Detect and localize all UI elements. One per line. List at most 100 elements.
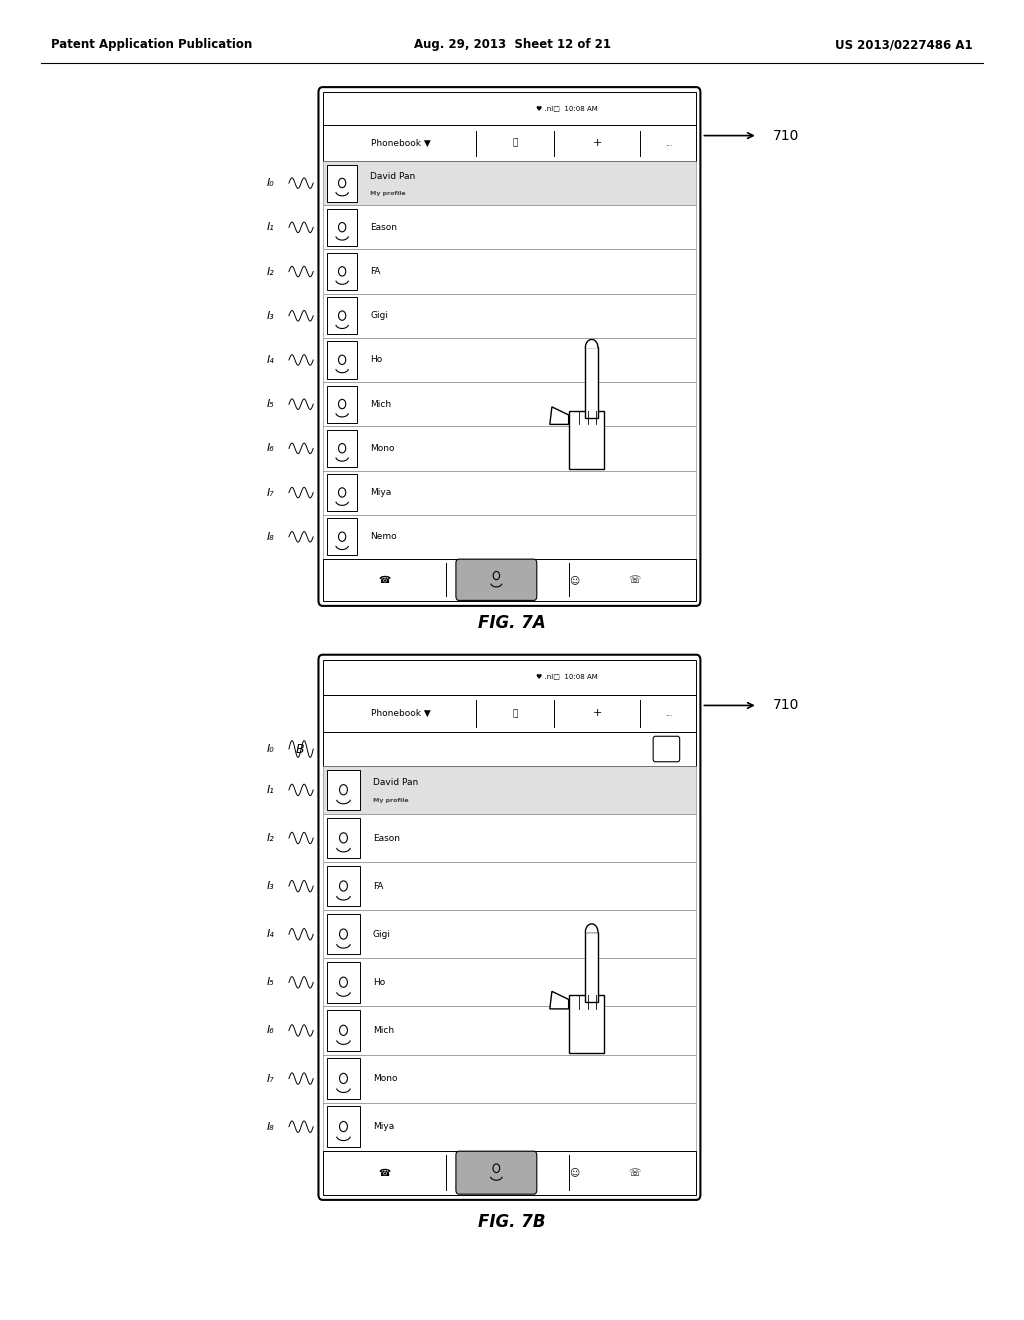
Polygon shape — [550, 407, 568, 425]
Text: Nemo: Nemo — [371, 532, 397, 541]
Text: ☏: ☏ — [629, 574, 641, 585]
Text: ♥ .nl□  10:08 AM: ♥ .nl□ 10:08 AM — [536, 675, 597, 680]
Text: ⌕: ⌕ — [512, 139, 518, 148]
Text: Phonebook ▼: Phonebook ▼ — [371, 709, 431, 718]
Bar — [323, 733, 696, 766]
Text: I₁: I₁ — [266, 222, 274, 232]
Bar — [323, 249, 696, 293]
Text: I₁: I₁ — [266, 785, 274, 795]
Text: ☏: ☏ — [629, 1168, 641, 1177]
Text: B: B — [296, 743, 304, 755]
Text: David Pan: David Pan — [371, 172, 416, 181]
FancyBboxPatch shape — [318, 655, 700, 1200]
Bar — [323, 814, 696, 862]
Text: +: + — [593, 139, 602, 148]
Bar — [327, 1059, 359, 1098]
Text: Mono: Mono — [371, 444, 395, 453]
Bar — [327, 1010, 359, 1051]
Bar — [327, 770, 359, 810]
Text: FA: FA — [371, 267, 381, 276]
Text: ✓: ✓ — [667, 744, 674, 754]
Text: ☺: ☺ — [569, 1168, 580, 1177]
Bar — [327, 297, 357, 334]
Text: I₃: I₃ — [266, 882, 274, 891]
FancyBboxPatch shape — [456, 1151, 537, 1195]
Bar — [327, 913, 359, 954]
Text: FIG. 7B: FIG. 7B — [478, 1213, 546, 1232]
Bar — [323, 470, 696, 515]
Bar — [323, 161, 696, 205]
Text: 710: 710 — [773, 128, 800, 143]
Bar — [323, 125, 696, 161]
Text: ⌕: ⌕ — [512, 709, 518, 718]
Text: I₇: I₇ — [266, 487, 274, 498]
Text: Gigi: Gigi — [371, 312, 388, 321]
Text: I₀: I₀ — [266, 744, 274, 754]
Text: FIG. 7A: FIG. 7A — [478, 614, 546, 632]
Polygon shape — [568, 995, 604, 1053]
Bar — [327, 385, 357, 422]
Bar — [323, 426, 696, 470]
Text: My profile: My profile — [373, 799, 409, 804]
Text: I₅: I₅ — [266, 399, 274, 409]
Text: ...: ... — [665, 139, 672, 148]
Bar — [323, 1151, 696, 1195]
Text: Gigi: Gigi — [373, 929, 391, 939]
Text: Ho: Ho — [371, 355, 383, 364]
Text: I₄: I₄ — [266, 355, 274, 364]
Polygon shape — [586, 932, 598, 1002]
Bar — [323, 338, 696, 381]
FancyBboxPatch shape — [653, 737, 680, 762]
Bar — [323, 911, 696, 958]
Bar — [327, 165, 357, 202]
Text: ☎: ☎ — [378, 574, 390, 585]
Bar — [323, 515, 696, 558]
Text: ...: ... — [665, 709, 672, 718]
Polygon shape — [586, 924, 598, 932]
Polygon shape — [568, 411, 604, 469]
Text: +: + — [593, 709, 602, 718]
Bar — [323, 1006, 696, 1055]
Bar — [323, 381, 696, 426]
Text: David Pan: David Pan — [373, 779, 418, 787]
Text: Mich: Mich — [371, 400, 391, 409]
Bar — [323, 205, 696, 249]
Bar — [327, 342, 357, 379]
Bar — [327, 253, 357, 290]
Text: Mono: Mono — [373, 1074, 397, 1084]
Text: Mich: Mich — [373, 1026, 394, 1035]
Bar — [327, 962, 359, 1003]
Bar — [323, 293, 696, 338]
Text: ☺: ☺ — [569, 574, 580, 585]
Bar — [327, 818, 359, 858]
Text: Patent Application Publication: Patent Application Publication — [51, 38, 253, 51]
Bar — [323, 1102, 696, 1151]
Bar — [323, 660, 696, 694]
Bar — [323, 694, 696, 733]
Bar — [323, 558, 696, 601]
Text: I₂: I₂ — [266, 267, 274, 277]
Text: ♥ .nl□  10:08 AM: ♥ .nl□ 10:08 AM — [536, 106, 597, 112]
Text: I₀: I₀ — [266, 178, 274, 189]
Bar — [327, 209, 357, 246]
Text: Ho: Ho — [373, 978, 385, 987]
Text: Phonebook ▼: Phonebook ▼ — [371, 139, 431, 148]
Text: US 2013/0227486 A1: US 2013/0227486 A1 — [836, 38, 973, 51]
Bar — [327, 519, 357, 556]
Text: I₆: I₆ — [266, 1026, 274, 1035]
Polygon shape — [586, 339, 598, 347]
Bar — [323, 862, 696, 911]
Text: I₄: I₄ — [266, 929, 274, 940]
FancyBboxPatch shape — [456, 560, 537, 601]
Polygon shape — [550, 991, 568, 1008]
Bar — [323, 92, 696, 125]
Text: I₇: I₇ — [266, 1073, 274, 1084]
Text: I₅: I₅ — [266, 977, 274, 987]
Text: FA: FA — [373, 882, 383, 891]
Bar — [327, 430, 357, 467]
Bar — [327, 866, 359, 907]
Text: Miya: Miya — [373, 1122, 394, 1131]
Text: Eason: Eason — [371, 223, 397, 232]
Text: I₈: I₈ — [266, 532, 274, 541]
Bar — [323, 1055, 696, 1102]
